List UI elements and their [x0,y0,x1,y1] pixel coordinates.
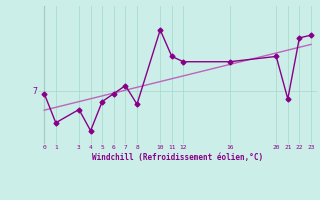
X-axis label: Windchill (Refroidissement éolien,°C): Windchill (Refroidissement éolien,°C) [92,153,263,162]
